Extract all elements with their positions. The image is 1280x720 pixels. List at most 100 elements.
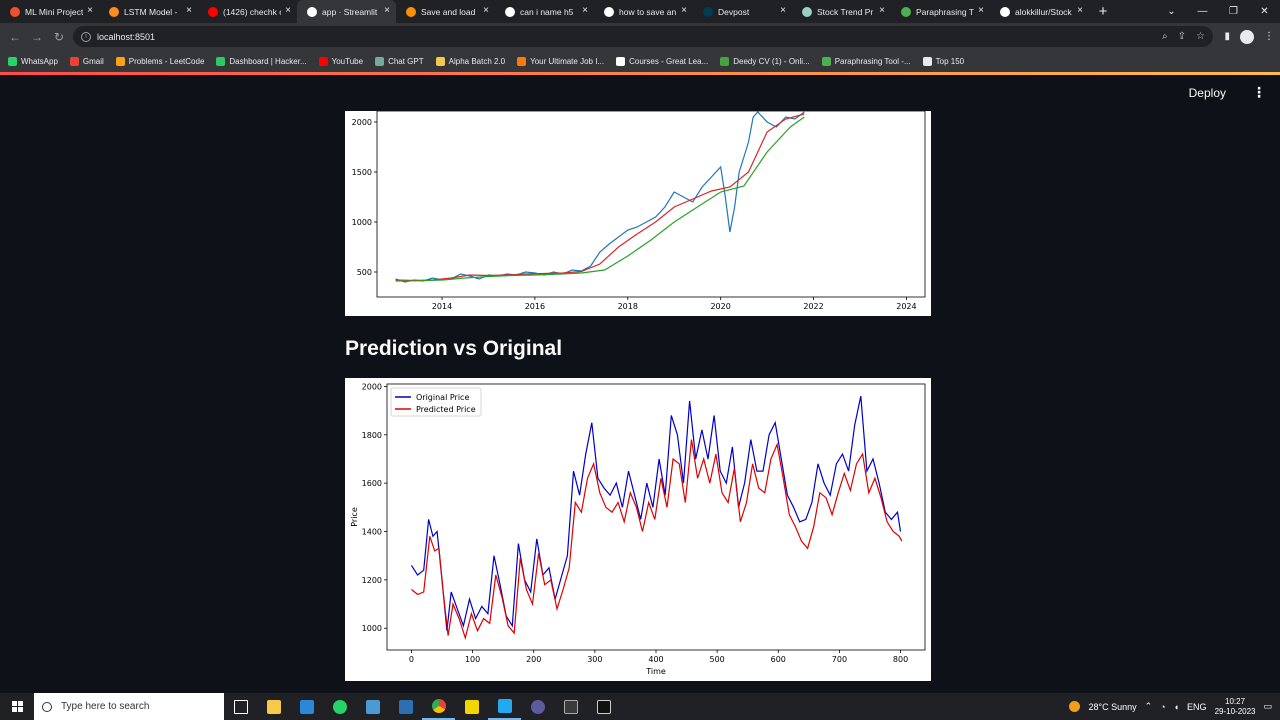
terminal-app-icon[interactable] <box>554 693 587 720</box>
tab-close-icon[interactable]: × <box>285 5 291 16</box>
browser-tab[interactable]: alokkillur/Stock × <box>990 0 1089 23</box>
browser-tab[interactable]: Devpost × <box>693 0 792 23</box>
tab-search-icon[interactable]: ⌄ <box>1167 6 1176 17</box>
minimize-icon[interactable]: — <box>1197 6 1208 17</box>
browser-tab[interactable]: LSTM Model - × <box>99 0 198 23</box>
browser-tab[interactable]: (1426) chechk o × <box>198 0 297 23</box>
bookmark-icon <box>8 56 17 66</box>
taskbar-search-placeholder: Type here to search <box>61 701 150 712</box>
back-icon[interactable]: ← <box>9 29 21 44</box>
tab-close-icon[interactable]: × <box>1077 5 1083 16</box>
bookmark-star-icon[interactable]: ☆ <box>1196 31 1205 42</box>
taskbar-search[interactable]: Type here to search <box>34 693 224 720</box>
deploy-button[interactable]: Deploy <box>1188 86 1226 100</box>
console-app-icon[interactable] <box>587 693 620 720</box>
browser-tab[interactable]: Stock Trend Pr × <box>792 0 891 23</box>
windows-logo-icon <box>11 701 23 712</box>
close-window-icon[interactable]: ✕ <box>1260 6 1269 17</box>
weather-icon[interactable] <box>1069 701 1081 712</box>
zoom-icon[interactable]: ⌕ <box>1162 31 1168 42</box>
bookmark-icon <box>318 56 328 66</box>
x-tick-label: 2014 <box>432 302 452 311</box>
tab-close-icon[interactable]: × <box>186 5 192 16</box>
bookmark-item[interactable]: YouTube <box>318 56 363 66</box>
snipping-tool-icon[interactable] <box>389 693 422 720</box>
tab-label: (1426) chechk o <box>223 6 281 17</box>
notes-app-icon[interactable] <box>455 693 488 720</box>
bookmark-item[interactable]: Chat GPT <box>375 56 424 66</box>
tab-close-icon[interactable]: × <box>384 5 390 16</box>
task-view-icon[interactable] <box>224 693 257 720</box>
browser-tab[interactable]: ML Mini Project × <box>0 0 99 23</box>
bookmark-item[interactable]: Your Ultimate Job I... <box>517 56 604 66</box>
browser-tab[interactable]: Save and load × <box>396 0 495 23</box>
blogger-icon <box>109 6 119 17</box>
x-tick-label: 700 <box>832 655 847 664</box>
media-app-icon[interactable] <box>521 693 554 720</box>
x-tick-label: 2024 <box>896 302 916 311</box>
browser-tab[interactable]: how to save an × <box>594 0 693 23</box>
browser-tab[interactable]: can i name h5 × <box>495 0 594 23</box>
new-tab-button[interactable]: + <box>1098 3 1108 20</box>
restore-icon[interactable]: ❐ <box>1229 6 1238 17</box>
x-tick-label: 2022 <box>803 302 823 311</box>
bookmark-item[interactable]: WhatsApp <box>8 56 58 66</box>
tray-chevron-icon[interactable]: ⌃ <box>1144 701 1153 711</box>
forward-icon[interactable]: → <box>31 29 43 44</box>
tab-label: can i name h5 <box>520 6 574 17</box>
bookmarks-bar: WhatsApp Gmail Problems - LeetCode Dashboar… <box>0 50 1280 72</box>
browser-tab[interactable]: app · Streamlit × <box>297 0 396 23</box>
chrome-menu-icon[interactable]: ⋮ <box>1264 31 1274 42</box>
reload-icon[interactable]: ↻ <box>53 29 65 44</box>
tab-close-icon[interactable]: × <box>87 5 93 16</box>
calculator-icon[interactable] <box>356 693 389 720</box>
share-icon[interactable]: ⇪ <box>1177 31 1187 42</box>
whatsapp-app-icon[interactable] <box>323 693 356 720</box>
x-tick-label: 600 <box>771 655 786 664</box>
tab-close-icon[interactable]: × <box>780 5 786 16</box>
bookmark-item[interactable]: Top 150 <box>922 56 964 66</box>
profile-avatar[interactable] <box>1240 29 1254 44</box>
clock[interactable]: 10:27 29-10-2023 <box>1215 697 1256 717</box>
tab-close-icon[interactable]: × <box>978 5 984 16</box>
browser-tab[interactable]: Paraphrasing T × <box>891 0 990 23</box>
kebab-menu-icon[interactable]: ⋮ <box>1252 84 1266 100</box>
browser-toolbar: ← → ↻ i localhost:8501 ⌕ ⇪ ☆ ▮ ⋮ <box>0 23 1280 50</box>
site-info-icon[interactable]: i <box>81 31 91 42</box>
bookmark-label: Alpha Batch 2.0 <box>448 56 506 66</box>
bookmark-item[interactable]: Problems - LeetCode <box>115 56 204 66</box>
legend-label: Predicted Price <box>416 405 476 414</box>
volume-icon[interactable]: ◖ <box>1173 701 1180 712</box>
tab-close-icon[interactable]: × <box>879 5 885 16</box>
chrome-app-icon[interactable] <box>422 693 455 720</box>
vscode-app-icon[interactable] <box>488 693 521 720</box>
y-tick-label: 1800 <box>362 431 382 440</box>
bookmark-item[interactable]: Alpha Batch 2.0 <box>435 56 506 66</box>
bookmark-item[interactable]: Dashboard | Hacker... <box>216 56 307 66</box>
notification-icon[interactable]: ▭ <box>1263 701 1272 711</box>
tab-close-icon[interactable]: × <box>582 5 588 16</box>
tab-label: Paraphrasing T <box>916 6 974 17</box>
x-tick-label: 2018 <box>618 302 638 311</box>
bookmark-item[interactable]: Courses - Great Lea... <box>616 56 708 66</box>
github-icon <box>1000 6 1010 17</box>
bookmark-item[interactable]: Paraphrasing Tool -... <box>821 56 911 66</box>
bookmark-item[interactable]: Gmail <box>69 56 104 66</box>
language-indicator[interactable]: ENG <box>1187 701 1207 712</box>
file-explorer-icon[interactable] <box>257 693 290 720</box>
address-bar[interactable]: i localhost:8501 ⌕ ⇪ ☆ <box>73 26 1213 47</box>
url-text[interactable]: localhost:8501 <box>97 31 156 42</box>
start-button[interactable] <box>0 701 34 712</box>
tab-strip: ML Mini Project × LSTM Model - × (1426) che… <box>0 0 1280 23</box>
google-icon <box>505 6 515 17</box>
bookmark-icon <box>517 56 527 66</box>
weather-text[interactable]: 28°C Sunny <box>1088 701 1137 712</box>
tab-close-icon[interactable]: × <box>483 5 489 16</box>
store-icon[interactable] <box>290 693 323 720</box>
bookmark-item[interactable]: Deedy CV (1) - Onli... <box>720 56 810 66</box>
tab-close-icon[interactable]: × <box>681 5 687 16</box>
side-panel-icon[interactable]: ▮ <box>1224 31 1230 42</box>
tab-label: Stock Trend Pr <box>817 6 874 17</box>
tab-label: app · Streamlit <box>322 6 378 17</box>
network-icon[interactable]: ◔ <box>1160 701 1166 712</box>
